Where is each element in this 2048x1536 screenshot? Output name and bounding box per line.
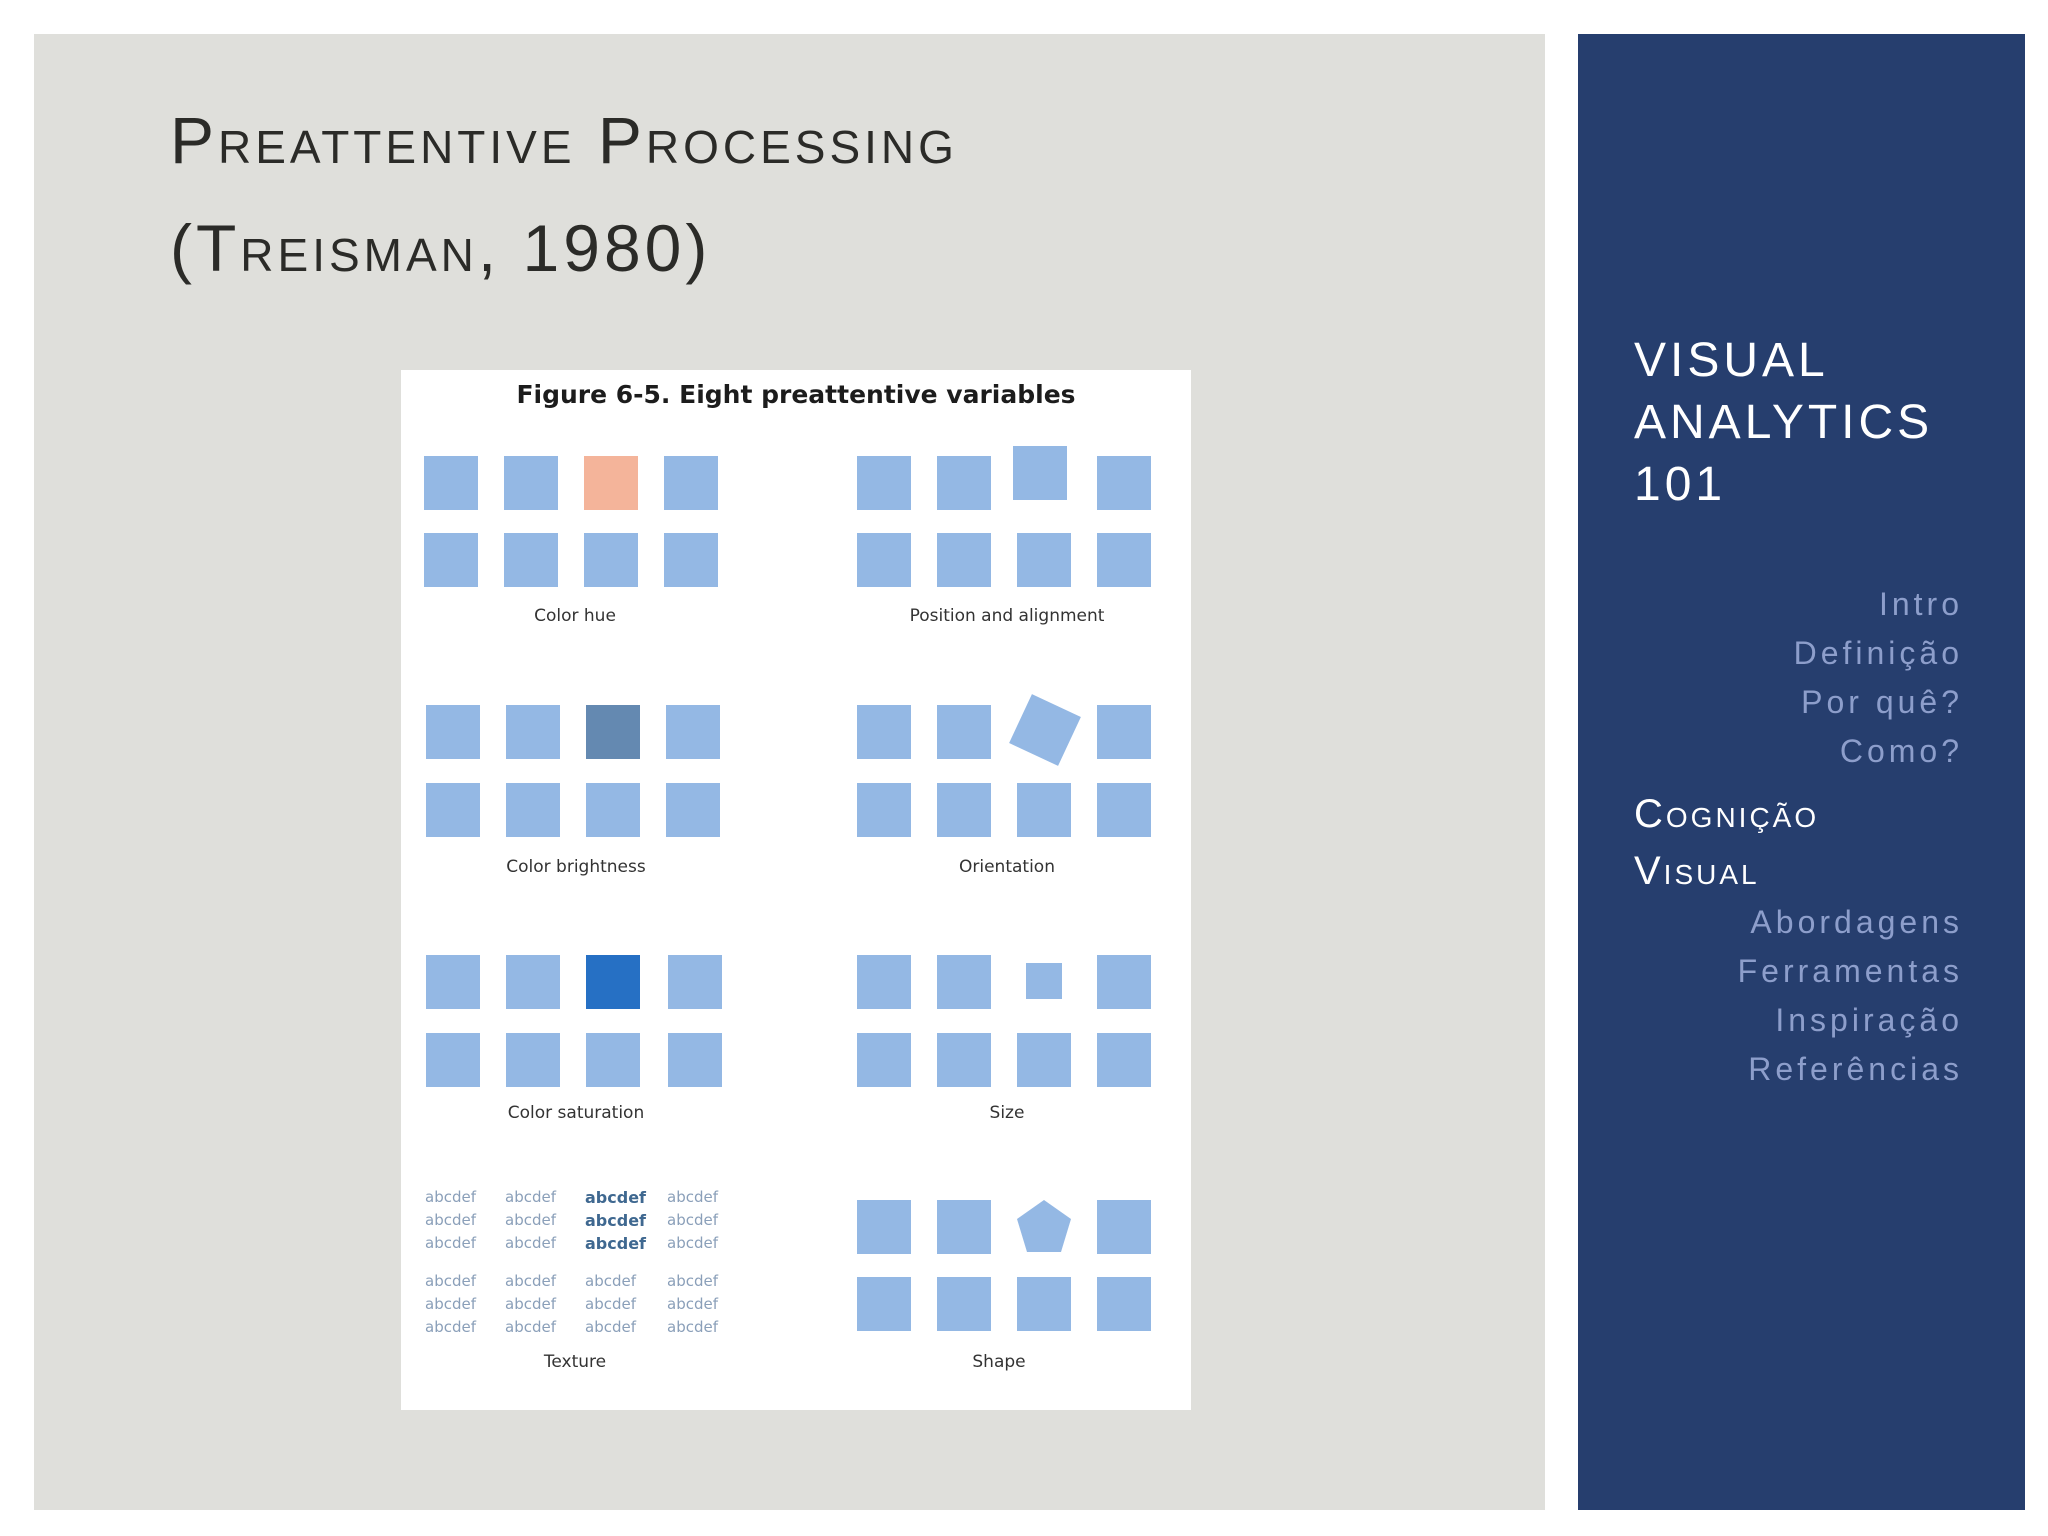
shape-target-pentagon <box>1017 1200 1071 1252</box>
texture-cell: abcdef abcdef abcdef <box>667 1188 718 1252</box>
nav-item-cognicao-visual-active[interactable]: Cognição Visual <box>1634 786 1819 900</box>
size-square <box>857 1033 911 1087</box>
size-square <box>937 955 991 1009</box>
sidebar-title-line-1: VISUAL <box>1634 334 1829 387</box>
orientation-square <box>1017 783 1071 837</box>
size-square <box>1097 1033 1151 1087</box>
saturation-square <box>506 955 560 1009</box>
hue-square <box>504 533 558 587</box>
nav-item-inspiracao[interactable]: Inspiração <box>1775 1002 1963 1038</box>
hue-square <box>424 533 478 587</box>
saturation-square <box>586 1033 640 1087</box>
hue-square <box>664 533 718 587</box>
saturation-square <box>668 955 722 1009</box>
size-square <box>937 1033 991 1087</box>
brightness-square <box>426 705 480 759</box>
shape-square <box>857 1277 911 1331</box>
texture-target-cell: abcdef abcdef abcdef <box>585 1188 646 1253</box>
orientation-square <box>857 783 911 837</box>
orientation-target-square <box>1009 694 1081 766</box>
orientation-square <box>937 783 991 837</box>
brightness-target-square <box>586 705 640 759</box>
texture-cell: abcdef abcdef abcdef <box>505 1188 556 1252</box>
saturation-target-square <box>586 955 640 1009</box>
figure-title: Figure 6-5. Eight preattentive variables <box>516 380 1076 409</box>
label-brightness: Color brightness <box>506 857 646 877</box>
texture-cell: abcdef abcdef abcdef <box>585 1272 636 1336</box>
label-size: Size <box>989 1103 1025 1123</box>
position-square <box>1097 533 1151 587</box>
size-square <box>1097 955 1151 1009</box>
hue-square <box>424 456 478 510</box>
brightness-square <box>506 705 560 759</box>
label-texture: Texture <box>543 1352 607 1372</box>
orientation-square <box>1097 783 1151 837</box>
nav-item-ferramentas[interactable]: Ferramentas <box>1737 953 1963 989</box>
brightness-square <box>666 705 720 759</box>
orientation-square <box>1097 705 1151 759</box>
preattentive-figure: Figure 6-5. Eight preattentive variables… <box>401 370 1191 1410</box>
position-target-square <box>1013 446 1067 500</box>
size-square <box>1017 1033 1071 1087</box>
nav-item-como[interactable]: Como? <box>1839 733 1963 769</box>
brightness-square <box>666 783 720 837</box>
nav-active-line-1: Cognição <box>1634 792 1820 836</box>
shape-square <box>1097 1200 1151 1254</box>
nav-item-definicao[interactable]: Definição <box>1793 635 1963 671</box>
texture-cell: abcdef abcdef abcdef <box>667 1272 718 1336</box>
nav-item-abordagens[interactable]: Abordagens <box>1750 904 1963 940</box>
hue-square <box>584 533 638 587</box>
sidebar-title-line-2: ANALYTICS <box>1634 396 1934 449</box>
nav-item-intro[interactable]: Intro <box>1878 586 1963 622</box>
position-square <box>857 533 911 587</box>
hue-target-square <box>584 456 638 510</box>
label-orientation: Orientation <box>959 857 1055 877</box>
label-shape: Shape <box>972 1352 1026 1372</box>
size-square <box>857 955 911 1009</box>
hue-square <box>664 456 718 510</box>
saturation-square <box>426 955 480 1009</box>
nav-active-line-2: Visual <box>1634 849 1760 893</box>
position-square <box>937 533 991 587</box>
shape-square <box>1097 1277 1151 1331</box>
position-square <box>857 456 911 510</box>
position-square <box>1017 533 1071 587</box>
slide-title: Preattentive Processing (Treisman, 1980) <box>170 86 958 302</box>
texture-cell: abcdef abcdef abcdef <box>425 1188 476 1252</box>
label-position: Position and alignment <box>909 606 1105 626</box>
shape-square <box>1017 1277 1071 1331</box>
label-saturation: Color saturation <box>507 1103 645 1123</box>
orientation-square <box>857 705 911 759</box>
orientation-square <box>937 705 991 759</box>
saturation-square <box>426 1033 480 1087</box>
slide-title-line-2: (Treisman, 1980) <box>170 211 712 285</box>
brightness-square <box>506 783 560 837</box>
texture-cell: abcdef abcdef abcdef <box>425 1272 476 1336</box>
shape-square <box>937 1277 991 1331</box>
nav-item-por-que[interactable]: Por quê? <box>1801 684 1963 720</box>
label-color-hue: Color hue <box>534 606 616 626</box>
hue-square <box>504 456 558 510</box>
position-square <box>1097 456 1151 510</box>
sidebar-panel <box>1578 34 2025 1510</box>
saturation-square <box>506 1033 560 1087</box>
sidebar-title: VISUAL ANALYTICS 101 <box>1634 330 1933 516</box>
sidebar-title-line-3: 101 <box>1634 458 1727 511</box>
brightness-square <box>586 783 640 837</box>
saturation-square <box>668 1033 722 1087</box>
texture-cell: abcdef abcdef abcdef <box>505 1272 556 1336</box>
shape-square <box>937 1200 991 1254</box>
nav-item-referencias[interactable]: Referências <box>1748 1051 1963 1087</box>
position-square <box>937 456 991 510</box>
size-target-square <box>1026 963 1062 999</box>
slide-title-line-1: Preattentive Processing <box>170 103 958 177</box>
shape-square <box>857 1200 911 1254</box>
brightness-square <box>426 783 480 837</box>
